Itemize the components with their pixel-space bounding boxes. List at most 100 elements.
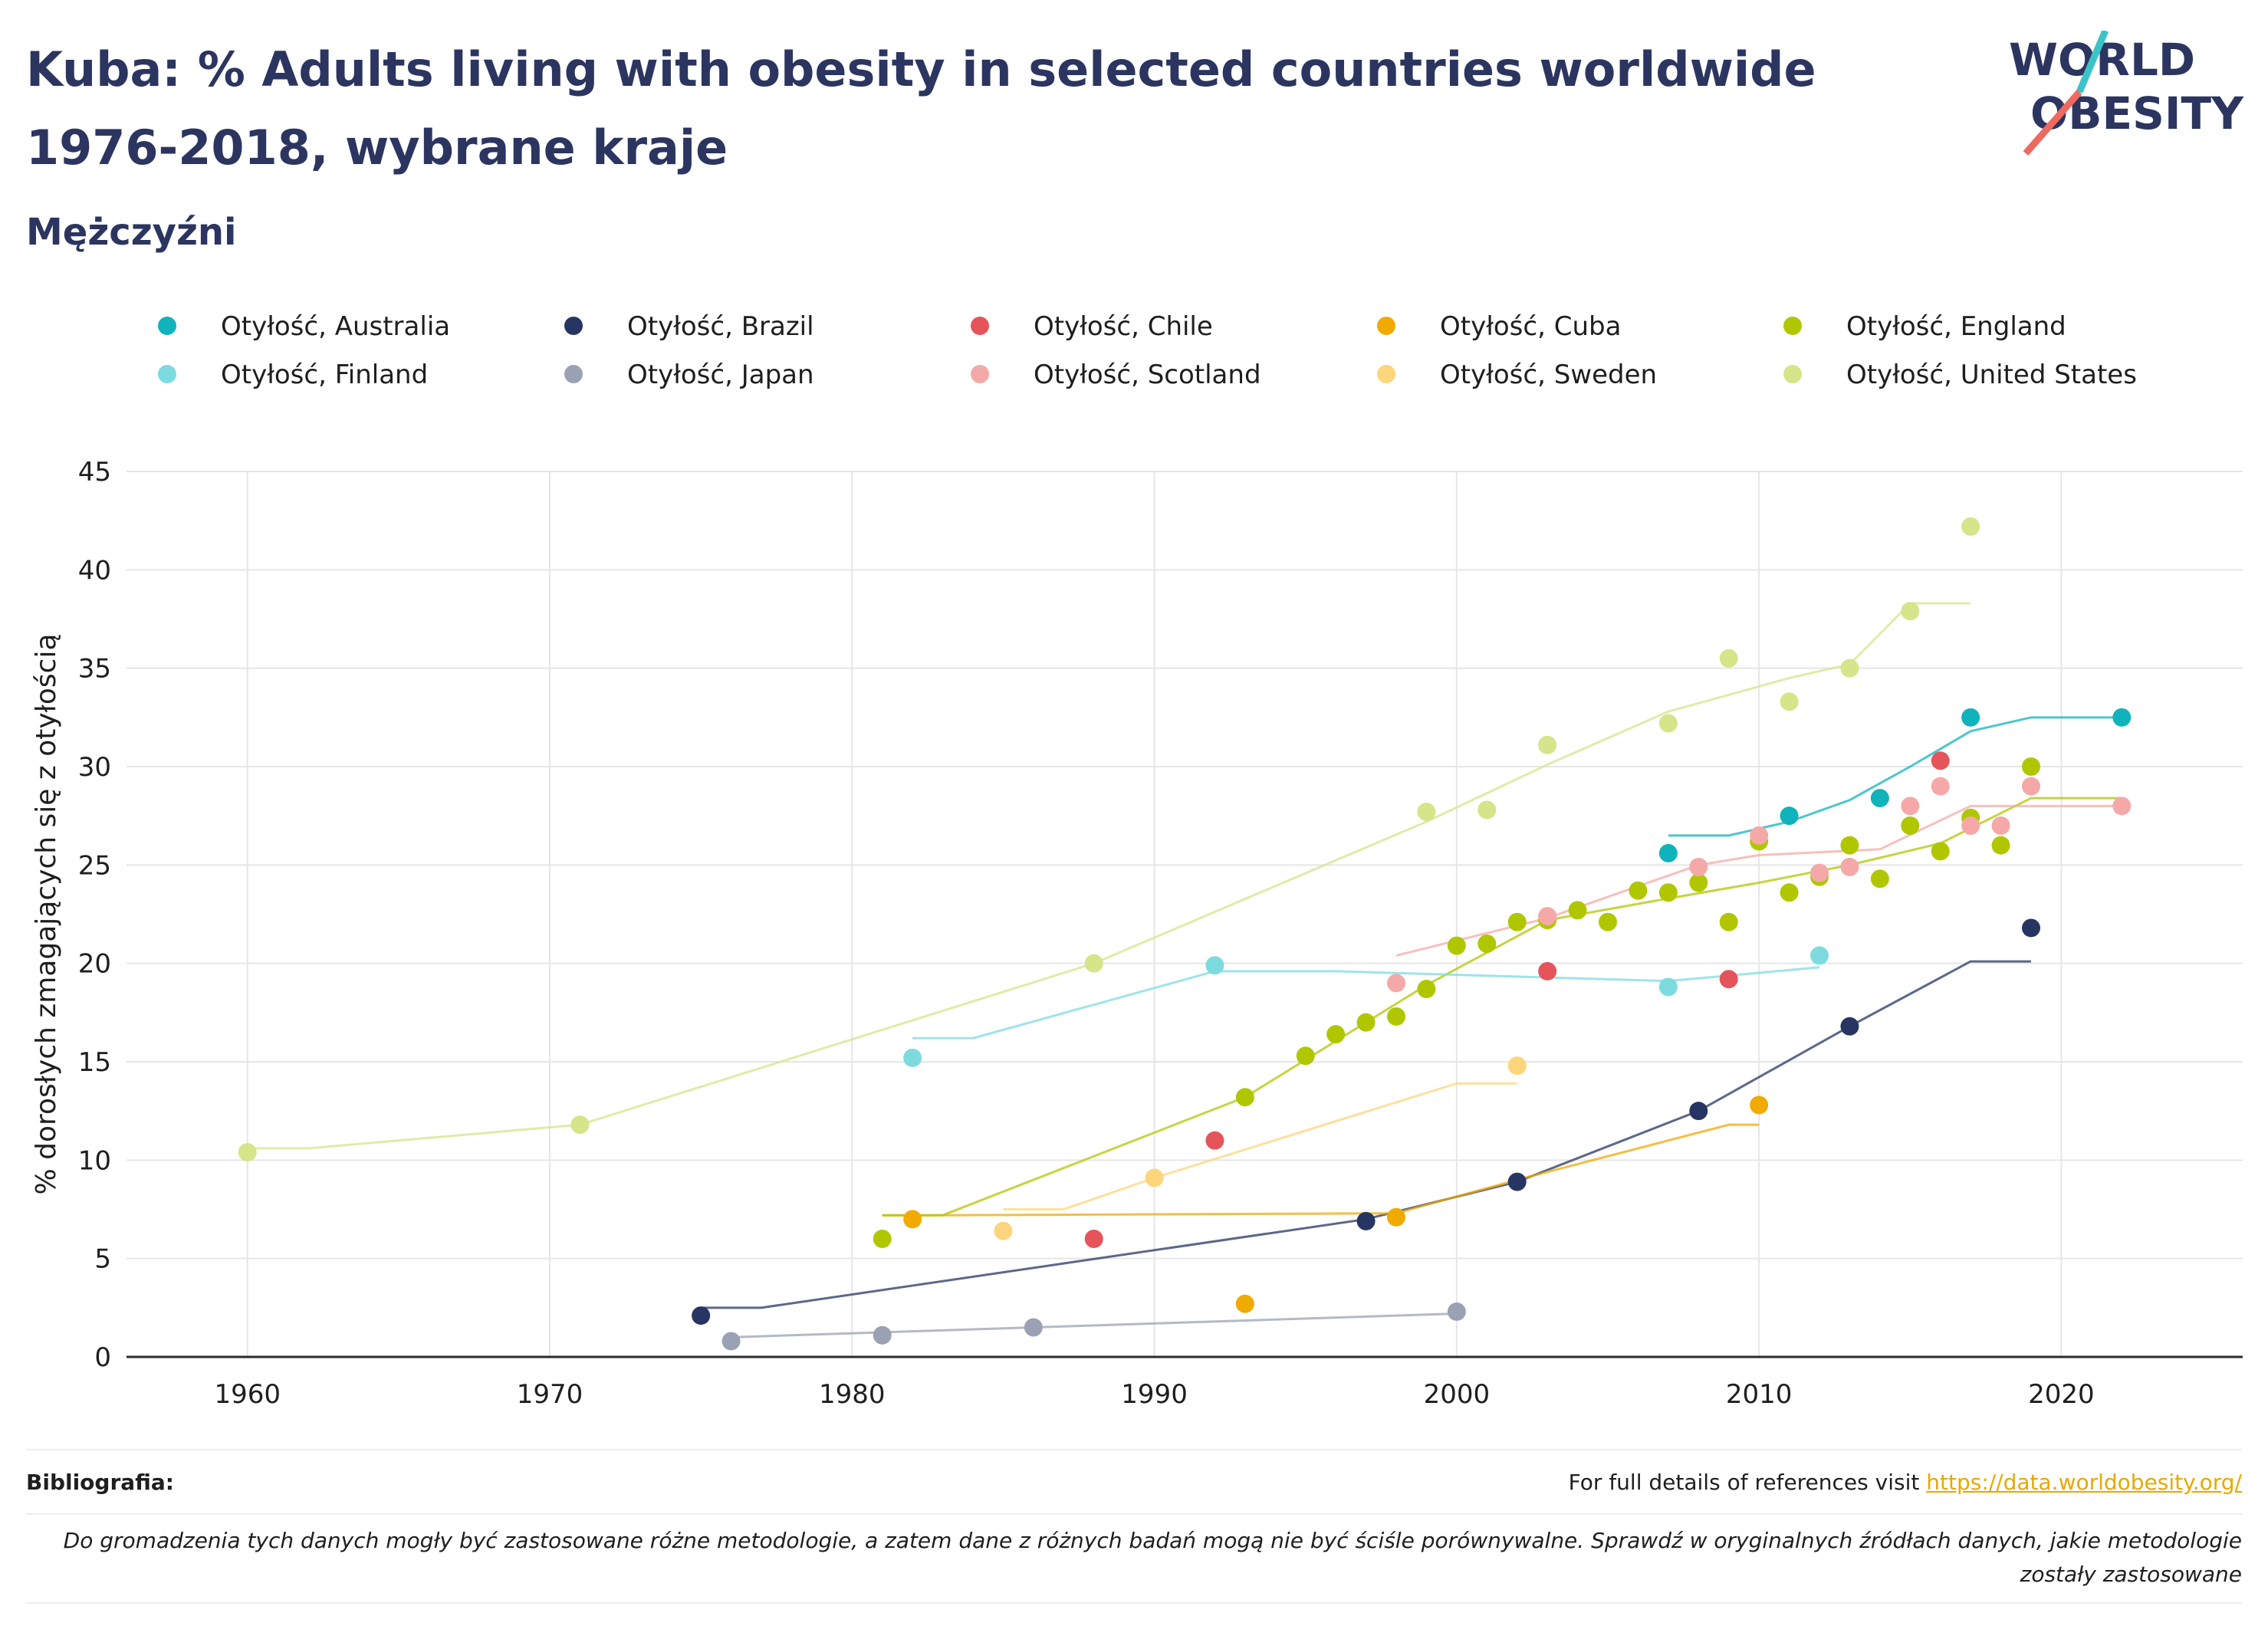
legend-item-oty-o-australia[interactable]: Otyłość, Australia	[158, 311, 450, 342]
point-oty-o-united-states	[1719, 649, 1738, 668]
trend-line-oty-o-england	[882, 797, 2122, 1217]
x-tick-label: 2000	[1424, 1379, 1491, 1410]
point-oty-o-united-states	[1538, 735, 1557, 754]
trend-line-oty-o-finland	[912, 966, 1820, 1040]
references-link[interactable]: https://data.worldobesity.org/	[1926, 1469, 2242, 1495]
legend-label: Otyłość, Brazil	[627, 311, 814, 342]
y-tick-label: 30	[78, 752, 111, 783]
legend-item-oty-o-united-states[interactable]: Otyłość, United States	[1783, 360, 2137, 390]
point-oty-o-united-states	[1477, 800, 1497, 820]
point-oty-o-united-states	[1084, 954, 1103, 973]
references-text: For full details of references visit	[1568, 1469, 1920, 1495]
y-axis-label: % dorosłych zmagających się z otyłością	[31, 633, 62, 1194]
legend-marker	[564, 317, 583, 335]
point-oty-o-united-states	[1780, 692, 1799, 711]
legend-label: Otyłość, Japan	[627, 360, 814, 390]
point-oty-o-england	[1387, 1007, 1405, 1026]
point-oty-o-scotland	[1931, 777, 1950, 796]
legend-marker	[1783, 317, 1802, 335]
legend-item-oty-o-cuba[interactable]: Otyłość, Cuba	[1377, 311, 1621, 342]
point-oty-o-england	[1296, 1046, 1315, 1066]
legend-label: Otyłość, Scotland	[1034, 360, 1261, 390]
point-oty-o-scotland	[1538, 907, 1557, 926]
point-oty-o-brazil	[692, 1306, 711, 1325]
point-oty-o-finland	[903, 1048, 922, 1067]
legend-label: Otyłość, Australia	[221, 311, 450, 342]
point-oty-o-scotland	[1750, 826, 1769, 845]
logo-slash-teal	[2076, 31, 2109, 94]
point-oty-o-finland	[1810, 946, 1829, 965]
y-tick-label: 0	[94, 1342, 111, 1373]
point-oty-o-chile	[1719, 970, 1738, 989]
point-oty-o-united-states	[1840, 659, 1859, 678]
grid	[127, 471, 2243, 1357]
point-oty-o-scotland	[1961, 816, 1980, 835]
x-tick-label: 1990	[1121, 1379, 1188, 1410]
point-oty-o-japan	[1447, 1302, 1466, 1321]
legend-label: Otyłość, England	[1846, 311, 2066, 342]
point-oty-o-australia	[1780, 806, 1799, 826]
point-oty-o-england	[1477, 935, 1497, 953]
chart-subtitle: Mężczyźni	[26, 211, 237, 254]
y-tick-label: 35	[78, 654, 111, 685]
references-line: For full details of references visit htt…	[1569, 1470, 2242, 1495]
legend-marker	[1783, 365, 1802, 383]
legend-item-oty-o-finland[interactable]: Otyłość, Finland	[158, 360, 428, 390]
point-oty-o-england	[1447, 936, 1466, 955]
point-oty-o-england	[1840, 836, 1859, 855]
point-oty-o-chile	[1538, 961, 1557, 981]
legend-marker	[971, 317, 989, 335]
legend-item-oty-o-japan[interactable]: Otyłość, Japan	[564, 360, 814, 390]
legend-item-oty-o-chile[interactable]: Otyłość, Chile	[971, 311, 1213, 342]
point-oty-o-england	[1417, 980, 1436, 999]
point-oty-o-brazil	[1840, 1017, 1859, 1036]
point-oty-o-cuba	[1235, 1294, 1254, 1313]
y-tick-label: 25	[78, 850, 111, 881]
point-oty-o-cuba	[1387, 1207, 1405, 1227]
point-oty-o-england	[1658, 883, 1678, 902]
point-oty-o-england	[1507, 912, 1527, 931]
point-oty-o-scotland	[2022, 777, 2040, 796]
legend-label: Otyłość, Cuba	[1440, 311, 1621, 342]
legend-item-oty-o-england[interactable]: Otyłość, England	[1783, 311, 2066, 342]
y-tick-label: 10	[78, 1145, 111, 1176]
point-oty-o-japan	[873, 1325, 892, 1345]
chart-title: Kuba: % Adults living with obesity in se…	[26, 41, 1816, 176]
legend-marker	[158, 365, 176, 383]
trend-line-oty-o-japan	[731, 1312, 1457, 1339]
point-oty-o-chile	[1931, 751, 1950, 770]
point-oty-o-united-states	[238, 1143, 257, 1162]
point-oty-o-finland	[1205, 956, 1224, 975]
y-tick-label: 45	[78, 457, 111, 488]
point-oty-o-brazil	[2022, 918, 2040, 938]
legend-item-oty-o-scotland[interactable]: Otyłość, Scotland	[971, 360, 1261, 390]
point-oty-o-cuba	[1750, 1096, 1769, 1115]
point-oty-o-united-states	[1417, 803, 1436, 822]
point-oty-o-brazil	[1689, 1102, 1708, 1121]
point-oty-o-scotland	[1901, 797, 1920, 816]
legend-item-oty-o-brazil[interactable]: Otyłość, Brazil	[564, 311, 814, 342]
point-oty-o-scotland	[1689, 857, 1708, 876]
trend-line-oty-o-brazil	[701, 960, 2031, 1309]
point-oty-o-australia	[1870, 789, 1889, 808]
point-oty-o-england	[1931, 842, 1950, 861]
point-oty-o-england	[1326, 1025, 1346, 1044]
logo-slash-red	[2023, 90, 2082, 156]
point-oty-o-england	[1629, 881, 1648, 900]
point-oty-o-chile	[1084, 1230, 1103, 1248]
y-tick-label: 20	[78, 949, 111, 980]
point-oty-o-england	[1568, 901, 1587, 920]
point-oty-o-scotland	[1840, 857, 1859, 876]
y-tick-label: 40	[78, 555, 111, 586]
legend-marker	[158, 317, 176, 335]
legend-marker	[1377, 365, 1395, 383]
legend-marker	[971, 365, 989, 383]
legend-item-oty-o-sweden[interactable]: Otyłość, Sweden	[1377, 360, 1657, 390]
point-oty-o-chile	[1205, 1131, 1224, 1150]
obesity-chart: Otyłość, Australia Otyłość, Brazil Otyłość…	[31, 311, 2243, 1410]
point-oty-o-australia	[1658, 843, 1678, 862]
world-obesity-logo: WORLD OBESITY	[2009, 31, 2244, 156]
trend-line-oty-o-australia	[1668, 716, 2122, 837]
point-oty-o-england	[1780, 883, 1799, 902]
point-oty-o-united-states	[1658, 714, 1678, 733]
